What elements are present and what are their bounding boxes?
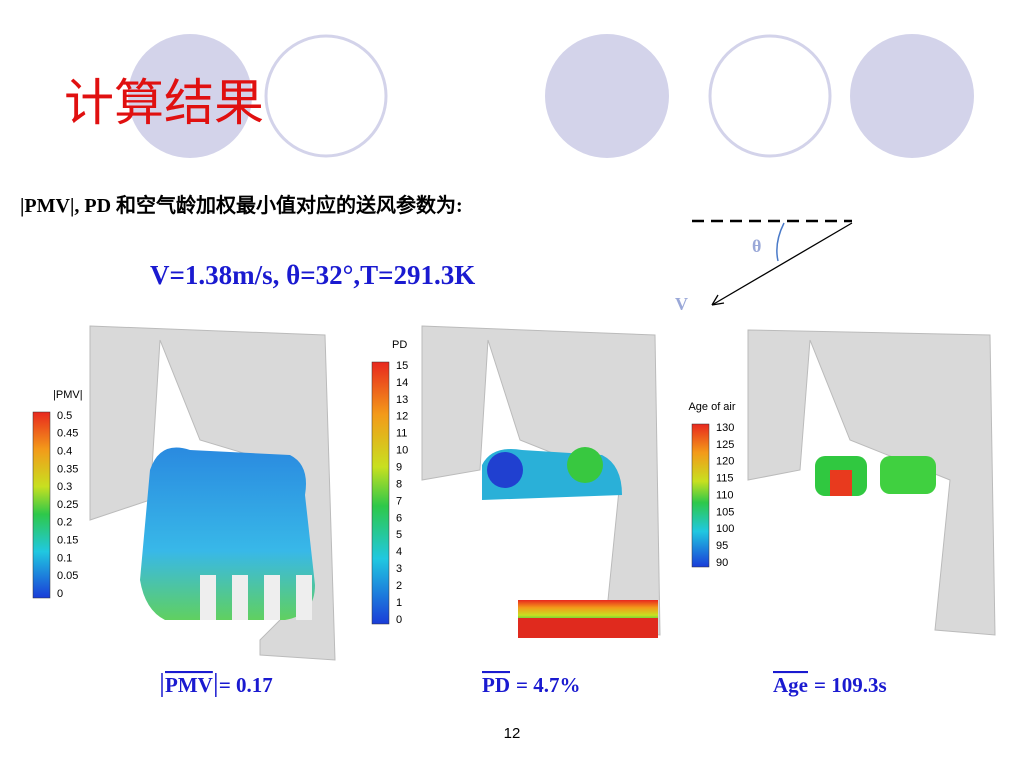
colorbar-tick: 6 xyxy=(396,512,402,524)
angle-label: θ xyxy=(752,236,761,256)
caption-value: = 109.3s xyxy=(814,673,887,697)
colorbar-tick: 0.05 xyxy=(57,570,78,582)
colorbar-tick: 5 xyxy=(396,529,402,541)
colorbar-tick: 0.5 xyxy=(57,410,72,422)
colorbar-tick: 0 xyxy=(57,588,63,600)
colorbar-tick: 110 xyxy=(716,489,734,501)
colorbar-tick: 1 xyxy=(396,597,402,609)
colorbar-tick: 0.4 xyxy=(57,446,72,458)
caption-value: = 4.7% xyxy=(516,673,580,697)
colorbar-tick: 10 xyxy=(396,445,408,457)
colorbar-tick: 0.35 xyxy=(57,463,78,475)
colorbar-tick: 7 xyxy=(396,495,402,507)
colorbar-tick: 12 xyxy=(396,411,408,423)
colorbar-tick: 125 xyxy=(716,439,734,451)
colorbar xyxy=(32,411,51,599)
colorbar-tick: 115 xyxy=(716,473,734,485)
colorbar-tick: 0.15 xyxy=(57,535,78,547)
page-number: 12 xyxy=(504,725,521,742)
caption-symbol: PMV xyxy=(165,673,213,697)
legend-title: |PMV| xyxy=(53,389,83,401)
colorbar-tick: 100 xyxy=(716,523,734,535)
legend-title: PD xyxy=(392,339,407,351)
decoration xyxy=(128,34,974,158)
colorbar-tick: 4 xyxy=(396,546,402,558)
caption: PD = 4.7% xyxy=(482,673,580,697)
colorbar-tick: 8 xyxy=(396,478,402,490)
colorbar-tick: 0 xyxy=(396,614,402,626)
colorbar-tick: 0.3 xyxy=(57,481,72,493)
colorbar-tick: 3 xyxy=(396,563,402,575)
caption-symbol: PD xyxy=(482,673,510,697)
velocity-diagram: θ V xyxy=(675,219,853,314)
colorbar-tick: 0.2 xyxy=(57,517,72,529)
colorbar-tick: 105 xyxy=(716,506,734,518)
colorbar xyxy=(371,361,390,625)
colorbar xyxy=(691,423,710,568)
caption: PMV = 0.17 xyxy=(165,673,273,697)
title: 计算结果 xyxy=(64,75,264,131)
colorbar-tick: 11 xyxy=(396,428,407,440)
velocity-label: V xyxy=(675,294,688,314)
colorbar-tick: 13 xyxy=(396,394,408,406)
colorbar-tick: 95 xyxy=(716,540,728,552)
parameters: V=1.38m/s, θ=32°,T=291.3K xyxy=(150,260,475,290)
caption: Age = 109.3s xyxy=(773,673,887,697)
colorbar-tick: 120 xyxy=(716,456,734,468)
colorbar-tick: 9 xyxy=(396,462,402,474)
colorbar-tick: 15 xyxy=(396,360,408,372)
colorbar-tick: 0.25 xyxy=(57,499,78,511)
colorbar-tick: 130 xyxy=(716,422,734,434)
render-3 xyxy=(747,329,996,636)
colorbar-tick: 0.45 xyxy=(57,428,78,440)
colorbar-tick: 14 xyxy=(396,377,408,389)
render-2 xyxy=(421,325,661,638)
colorbar-tick: 90 xyxy=(716,557,728,569)
legend-title: Age of air xyxy=(688,401,735,413)
render-1 xyxy=(89,325,336,661)
colorbar-tick: 0.1 xyxy=(57,552,72,564)
colorbar-tick: 2 xyxy=(396,580,402,592)
caption-value: = 0.17 xyxy=(219,673,273,697)
subtitle: |PMV|, PD 和空气龄加权最小值对应的送风参数为: xyxy=(20,193,463,217)
caption-symbol: Age xyxy=(773,673,808,697)
